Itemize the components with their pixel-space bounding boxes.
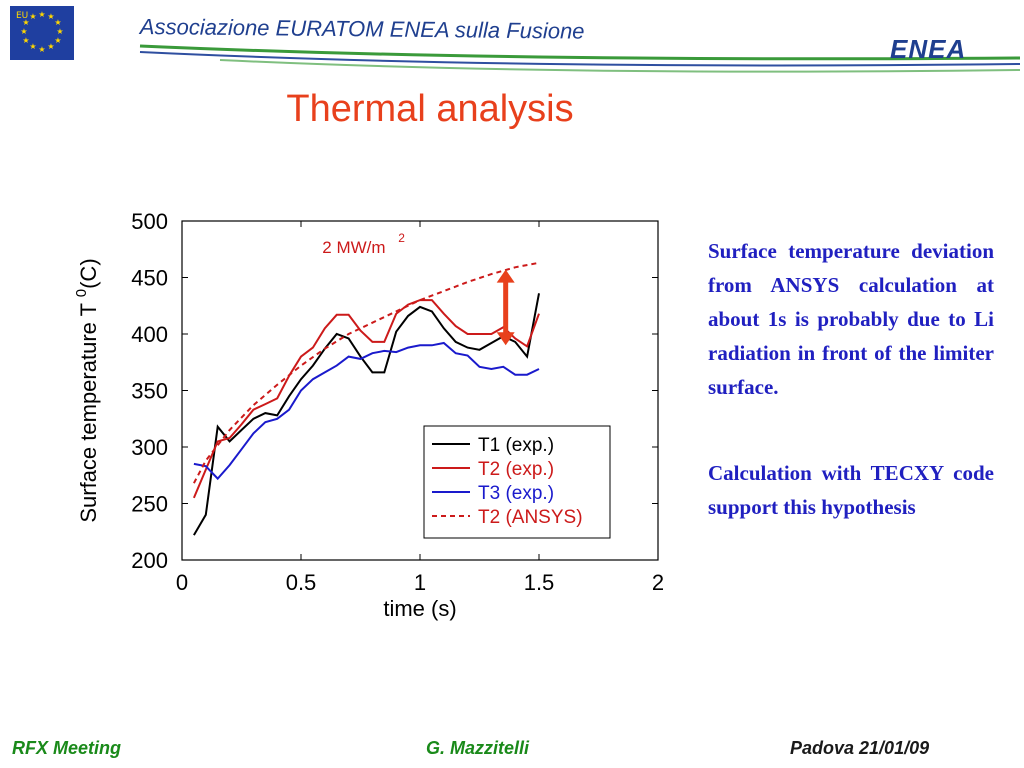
slide-title: Thermal analysis (286, 88, 574, 130)
y-axis-label: Surface temperature T 0(C) (73, 258, 101, 522)
legend-label-4: T2 (ANSYS) (478, 507, 583, 528)
legend-label-3: T3 (exp.) (478, 483, 554, 504)
y-tick-label: 500 (131, 209, 168, 234)
svg-text:★: ★ (38, 10, 45, 19)
y-axis-label-text: Surface temperature T 0(C) (73, 258, 101, 522)
association-title: Associazione EURATOM ENEA sulla Fusione (139, 14, 585, 44)
svg-text:EU: EU (16, 11, 28, 21)
svg-text:★: ★ (47, 42, 54, 51)
svg-text:★: ★ (47, 12, 54, 21)
chart-tick-labels: 0 0.5 1 1.5 2 200 250 300 350 400 450 500 (131, 209, 664, 595)
svg-text:★: ★ (22, 18, 29, 27)
y-tick-label: 350 (131, 379, 168, 404)
note-text-2: Calculation with TECXY code support this… (708, 461, 994, 519)
y-tick-label: 400 (131, 322, 168, 347)
chart-lines (192, 261, 540, 536)
double-arrow-head-bottom (496, 332, 515, 346)
y-tick-label: 200 (131, 548, 168, 573)
note-text-1: Surface temperature deviation from ANSYS… (708, 239, 994, 399)
legend-label-1: T1 (exp.) (478, 435, 554, 456)
x-tick-label: 2 (652, 570, 664, 595)
annotation-superscript: 2 (398, 231, 405, 245)
footer-date: Padova 21/01/09 (790, 738, 930, 758)
x-tick-label: 0.5 (286, 570, 317, 595)
x-axis-label: time (s) (383, 596, 456, 621)
header-swoosh-graphic (139, 44, 1021, 73)
series-line-3 (193, 341, 540, 481)
svg-text:★: ★ (29, 12, 36, 21)
enea-logo: ENEA (890, 34, 967, 64)
svg-text:★: ★ (22, 36, 29, 45)
annotation-text: 2 MW/m (322, 238, 385, 257)
svg-text:★: ★ (29, 42, 36, 51)
series-line-1 (193, 293, 540, 536)
svg-text:★: ★ (20, 27, 27, 36)
svg-text:★: ★ (38, 45, 45, 54)
eu-flag-logo: ★ ★★ ★★★ ★★★ ★★★ EU (10, 6, 74, 60)
svg-text:★: ★ (54, 36, 61, 45)
x-tick-label: 0 (176, 570, 188, 595)
y-tick-label: 250 (131, 492, 168, 517)
x-tick-label: 1.5 (524, 570, 555, 595)
series-line-4 (193, 261, 540, 484)
svg-text:★: ★ (56, 27, 63, 36)
chart-ticks (181, 220, 659, 561)
footer-meeting: RFX Meeting (12, 738, 122, 758)
chart-annotation: 2 MW/m 2 (322, 231, 515, 346)
footer-author: G. Mazzitelli (426, 738, 530, 758)
legend-label-2: T2 (exp.) (478, 459, 554, 480)
chart-legend: T1 (exp.) T2 (exp.) T3 (exp.) T2 (ANSYS) (423, 425, 611, 539)
y-tick-label: 450 (131, 266, 168, 291)
temperature-chart: 0 0.5 1 1.5 2 200 250 300 350 400 450 500 2 MW/m 2 T… (73, 209, 664, 621)
slide-header: ★ ★ ★ ★ ★ ★ ★ ★ ★ ★ ★ ★ EU Associazione EURATOM … (0, 0, 1024, 92)
svg-text:★: ★ (54, 18, 61, 27)
series-line-2 (192, 299, 540, 499)
y-tick-label: 300 (131, 435, 168, 460)
x-tick-label: 1 (414, 570, 426, 595)
double-arrow-head-top (496, 269, 515, 283)
